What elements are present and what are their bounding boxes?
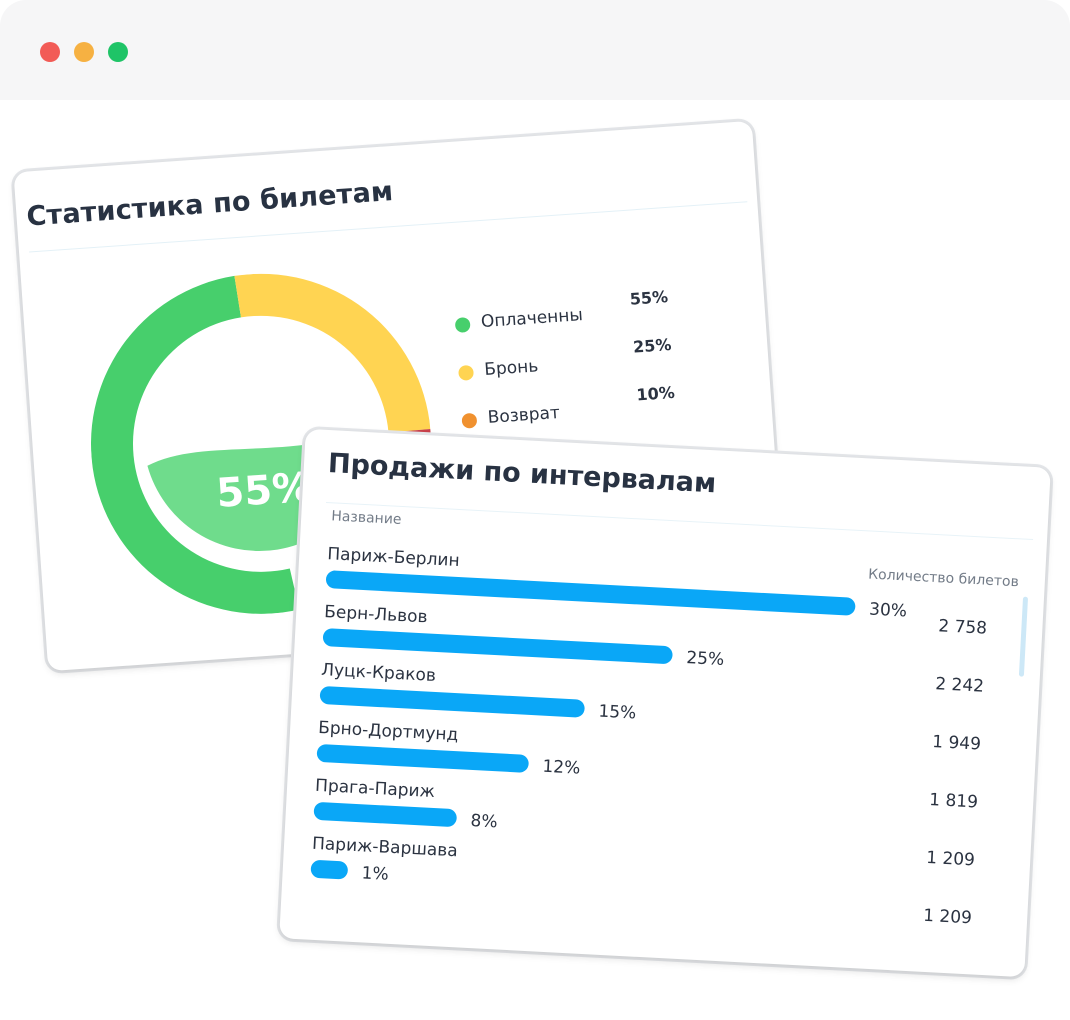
minimize-window-button[interactable]	[74, 42, 94, 62]
route-label: Париж-Берлин	[326, 544, 461, 572]
stats-legend: Оплаченны 55% Бронь 25% Возврат 10%	[454, 287, 723, 456]
donut-segment-paid	[91, 275, 300, 614]
legend-dot-paid	[454, 316, 471, 333]
route-percent: 30%	[868, 599, 908, 622]
legend-label: Возврат	[487, 402, 561, 428]
sales-rows: Париж-Берлин 30% 2 758 Берн-Львов 25% 2 242 Лу…	[310, 544, 1027, 928]
column-header-name: Название	[330, 508, 402, 528]
donut-center-value: 55%	[215, 464, 314, 517]
route-percent: 25%	[685, 648, 725, 671]
route-percent: 15%	[597, 701, 637, 724]
legend-label: Оплаченны	[480, 305, 584, 333]
route-bar	[319, 685, 586, 718]
route-percent: 8%	[470, 810, 499, 833]
legend-value: 55%	[629, 287, 669, 309]
sales-title: Продажи по интервалам	[327, 448, 717, 500]
legend-dot-refund	[461, 412, 478, 429]
close-window-button[interactable]	[40, 42, 60, 62]
window-titlebar	[0, 0, 1070, 100]
route-percent: 12%	[541, 756, 581, 779]
legend-label: Бронь	[483, 356, 539, 381]
route-bar	[316, 743, 530, 773]
stats-title: Статистика по билетам	[25, 176, 395, 233]
donut-segment-booking	[234, 273, 431, 433]
route-label: Берн-Львов	[323, 602, 429, 628]
sales-by-interval-card: Продажи по интервалам Название Количеств…	[279, 428, 1051, 978]
legend-value: 10%	[635, 382, 676, 405]
legend-value: 25%	[632, 334, 673, 357]
legend-dot-booking	[458, 364, 475, 381]
route-ticket-count: 1 209	[922, 905, 973, 929]
route-bar	[322, 628, 673, 665]
route-bar	[313, 801, 458, 828]
sales-divider	[326, 501, 1034, 541]
maximize-window-button[interactable]	[108, 42, 128, 62]
route-percent: 1%	[361, 863, 390, 885]
route-bar	[310, 859, 349, 880]
